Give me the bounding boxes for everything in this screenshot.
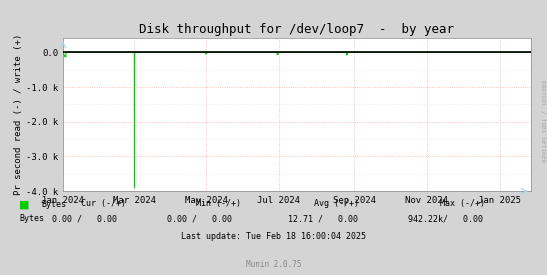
Text: 0.00 /   0.00: 0.00 / 0.00 <box>53 214 117 223</box>
Text: Bytes: Bytes <box>41 200 66 209</box>
Text: Min (-/+): Min (-/+) <box>196 199 241 208</box>
Text: Max (-/+): Max (-/+) <box>440 199 485 208</box>
Text: Avg (-/+): Avg (-/+) <box>314 199 359 208</box>
Text: ■: ■ <box>19 200 30 210</box>
Text: 0.00 /   0.00: 0.00 / 0.00 <box>167 214 232 223</box>
Text: 942.22k/   0.00: 942.22k/ 0.00 <box>408 214 484 223</box>
Text: Last update: Tue Feb 18 16:00:04 2025: Last update: Tue Feb 18 16:00:04 2025 <box>181 232 366 241</box>
Text: Bytes: Bytes <box>19 214 44 223</box>
Text: Munin 2.0.75: Munin 2.0.75 <box>246 260 301 269</box>
Text: RRDTOOL / TOBI OETIKER: RRDTOOL / TOBI OETIKER <box>541 80 546 162</box>
Text: 12.71 /   0.00: 12.71 / 0.00 <box>288 214 358 223</box>
Text: Cur (-/+): Cur (-/+) <box>82 199 126 208</box>
Y-axis label: Pr second read (-) / write (+): Pr second read (-) / write (+) <box>14 34 23 196</box>
Title: Disk throughput for /dev/loop7  -  by year: Disk throughput for /dev/loop7 - by year <box>139 23 454 36</box>
